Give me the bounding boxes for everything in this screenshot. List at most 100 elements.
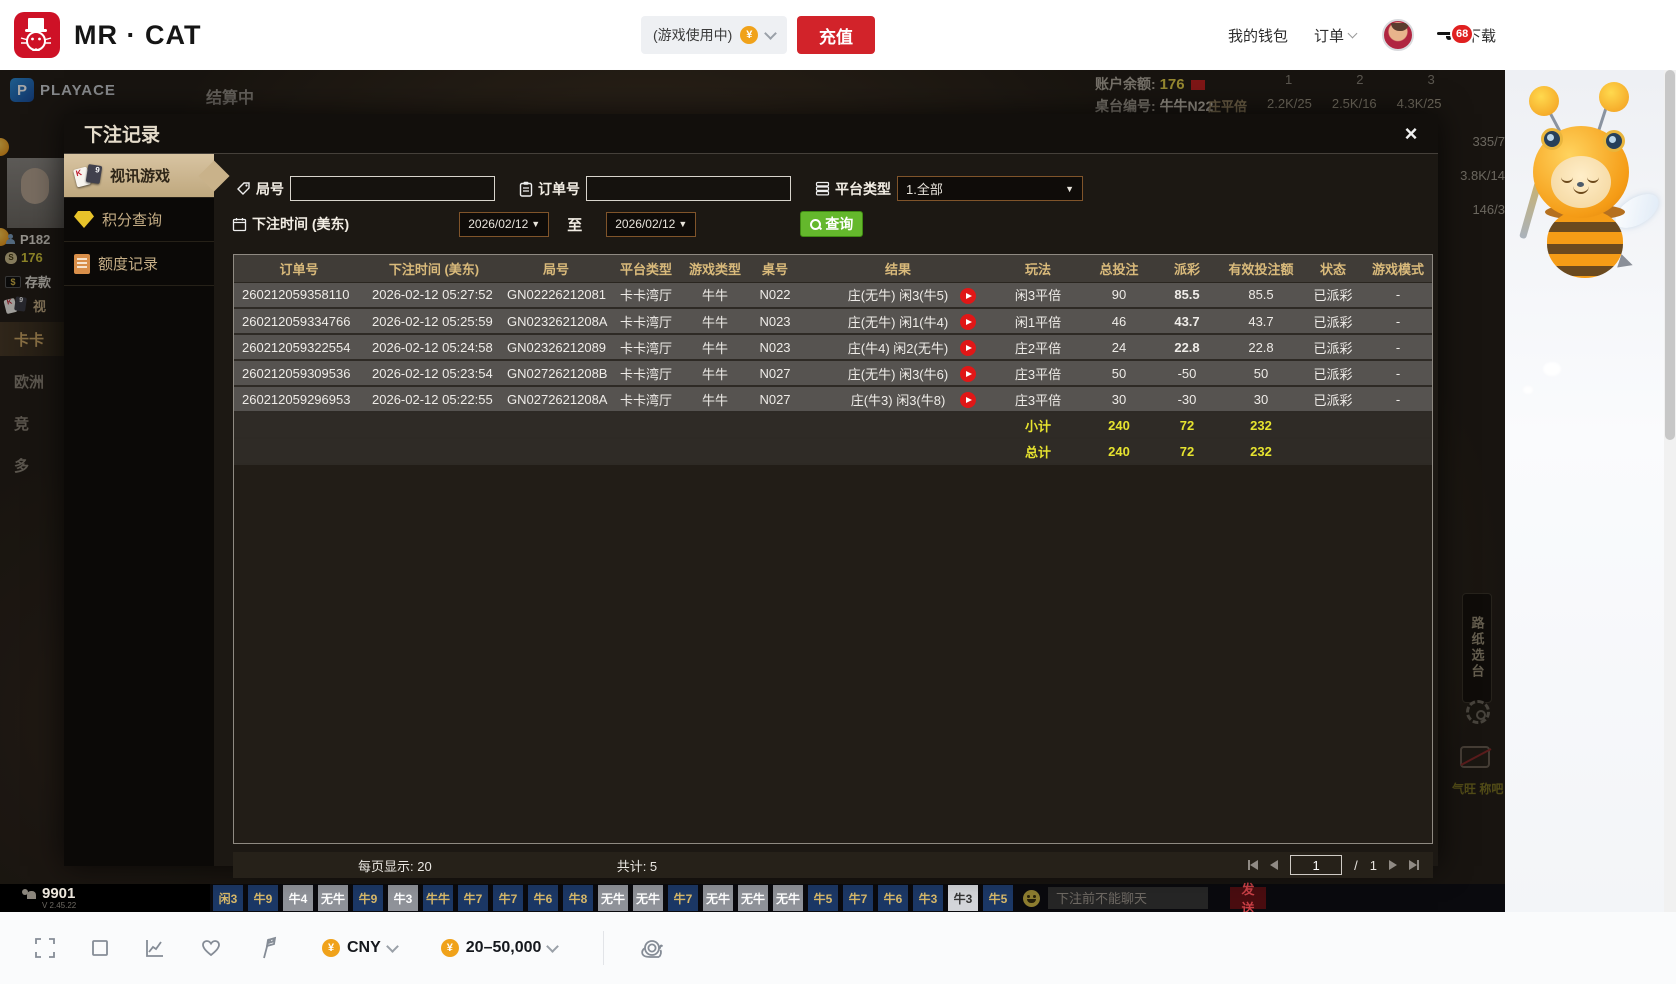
- coin-icon: ¥: [740, 26, 759, 44]
- table-cell: 牛牛: [684, 308, 746, 335]
- replay-button[interactable]: [960, 392, 976, 408]
- replay-button[interactable]: [960, 366, 976, 382]
- close-icon[interactable]: ×: [1404, 121, 1418, 146]
- deposit-button[interactable]: $ 存款: [5, 272, 51, 291]
- sidebar-item-points-query[interactable]: 积分查询: [64, 198, 214, 242]
- race-flag-button[interactable]: [256, 936, 278, 960]
- mrcat-logo-icon[interactable]: [14, 12, 60, 58]
- total-pages: 1: [1369, 857, 1377, 873]
- banker-label: 庄平倍: [1208, 99, 1248, 114]
- limit-value: 2.2K/25: [1267, 96, 1312, 111]
- prev-page-button[interactable]: [1270, 860, 1279, 870]
- table-cell: -50: [1154, 360, 1220, 387]
- chevron-down-icon: [764, 26, 778, 40]
- notification-badge: 68: [1449, 23, 1475, 45]
- roadmap-cell: 牛8: [563, 885, 593, 911]
- platform-type-select[interactable]: 1.全部 ▼: [897, 176, 1083, 201]
- pagination: / 1: [1248, 855, 1419, 875]
- roadmap-cell: 牛7: [668, 885, 698, 911]
- roadmap-cell: 牛3: [388, 885, 418, 911]
- total-cell: 240: [1084, 438, 1154, 465]
- page-number-input[interactable]: [1290, 855, 1343, 875]
- send-button[interactable]: 发送: [1230, 882, 1266, 912]
- table-cell: 260212059322554: [234, 334, 364, 361]
- limit-value: 146/3: [1472, 202, 1505, 217]
- wallet-status-dropdown[interactable]: (游戏使用中) ¥: [641, 16, 788, 54]
- window-mode-button[interactable]: [90, 938, 110, 958]
- table-header-cell: 有效投注额: [1220, 255, 1302, 283]
- total-cell: 总计: [992, 438, 1084, 465]
- modal-title-bar: 下注记录 ×: [64, 114, 1438, 154]
- account-balance: 账户余额: 176: [1095, 74, 1205, 94]
- table-cell: 260212059309536: [234, 360, 364, 387]
- table-cell: N027: [746, 386, 804, 413]
- table-cell: 2026-02-12 05:23:54: [364, 360, 504, 387]
- topup-button[interactable]: 充值: [797, 16, 875, 54]
- table-cell: N023: [746, 334, 804, 361]
- total-cell: [684, 412, 746, 439]
- scrollbar-thumb[interactable]: [1665, 70, 1675, 440]
- replay-button[interactable]: [960, 340, 976, 356]
- sidebar-item-quota-records[interactable]: 额度记录: [64, 242, 214, 286]
- my-wallet-link[interactable]: 我的钱包: [1227, 27, 1288, 45]
- chart-button[interactable]: [144, 937, 166, 959]
- table-cell: 85.5: [1154, 282, 1220, 309]
- currency-label: CNY: [347, 939, 381, 956]
- limit-column-number: 1: [1285, 72, 1293, 87]
- date-from-select[interactable]: 2026/02/12 ▼: [459, 211, 550, 237]
- page-scrollbar: [1664, 70, 1676, 984]
- next-page-button[interactable]: [1389, 860, 1397, 870]
- roadmap-cell: 牛6: [878, 885, 908, 911]
- snail-mode-button[interactable]: [638, 936, 664, 960]
- table-row: 260212059309536 2026-02-12 05:23:54 GN0272…: [234, 360, 1432, 387]
- page-size-label: 每页显示: 20: [358, 858, 432, 874]
- chat-input[interactable]: [1048, 887, 1208, 909]
- emoji-icon[interactable]: [1023, 889, 1040, 907]
- currency-select[interactable]: ¥ CNY: [322, 939, 399, 957]
- table-header-cell: 玩法: [992, 255, 1084, 283]
- first-page-button[interactable]: [1248, 860, 1259, 870]
- people-icon: [22, 888, 36, 899]
- table-cell: 2026-02-12 05:25:59: [364, 308, 504, 335]
- table-cell: 庄3平倍: [992, 360, 1084, 387]
- table-cell: 260212059334766: [234, 308, 364, 335]
- table-cell: 牛牛: [684, 386, 746, 413]
- total-cell: [234, 438, 364, 465]
- orders-dropdown[interactable]: 订单: [1314, 25, 1358, 46]
- bet-range-select[interactable]: ¥ 20–50,000: [440, 939, 560, 957]
- table-number: 桌台编号: 牛牛N22: [1095, 98, 1214, 114]
- page-separator: /: [1354, 857, 1358, 873]
- tag-icon: [237, 182, 250, 195]
- table-header-cell: 状态: [1302, 255, 1364, 283]
- chat-disabled-icon: [1460, 746, 1490, 768]
- gear-icon[interactable]: [1466, 700, 1490, 724]
- play-icon: [966, 371, 972, 377]
- table-cell: 庄2平倍: [992, 334, 1084, 361]
- fullscreen-button[interactable]: [34, 937, 56, 959]
- left-nav-item[interactable]: 竞: [14, 415, 30, 433]
- bet-table-body: 260212059358110 2026-02-12 05:27:52 GN0222…: [234, 282, 1432, 465]
- total-cell: [234, 412, 364, 439]
- left-nav-item[interactable]: 欧洲: [14, 373, 45, 391]
- user-avatar[interactable]: [1381, 19, 1414, 51]
- left-nav-item[interactable]: 卡卡: [0, 322, 64, 356]
- round-number-input[interactable]: [290, 176, 495, 201]
- settling-status: 结算中: [206, 90, 255, 107]
- favorite-button[interactable]: [200, 937, 222, 959]
- replay-button[interactable]: [960, 287, 976, 304]
- platform-type-label: 平台类型: [815, 179, 891, 199]
- chevron-down-icon: [1347, 28, 1358, 39]
- road-table-select-tab[interactable]: 路纸选台: [1462, 593, 1492, 703]
- date-to-select[interactable]: 2026/02/12 ▼: [606, 211, 697, 237]
- order-number-input[interactable]: [586, 176, 791, 201]
- right-side-panel: [1505, 70, 1665, 984]
- left-nav-item[interactable]: 多: [14, 457, 30, 475]
- replay-button[interactable]: [960, 314, 976, 330]
- last-page-button[interactable]: [1409, 860, 1419, 870]
- search-button[interactable]: 查询: [800, 211, 864, 237]
- roadmap-cell: 牛4: [283, 885, 313, 911]
- table-cell: -: [1364, 282, 1432, 309]
